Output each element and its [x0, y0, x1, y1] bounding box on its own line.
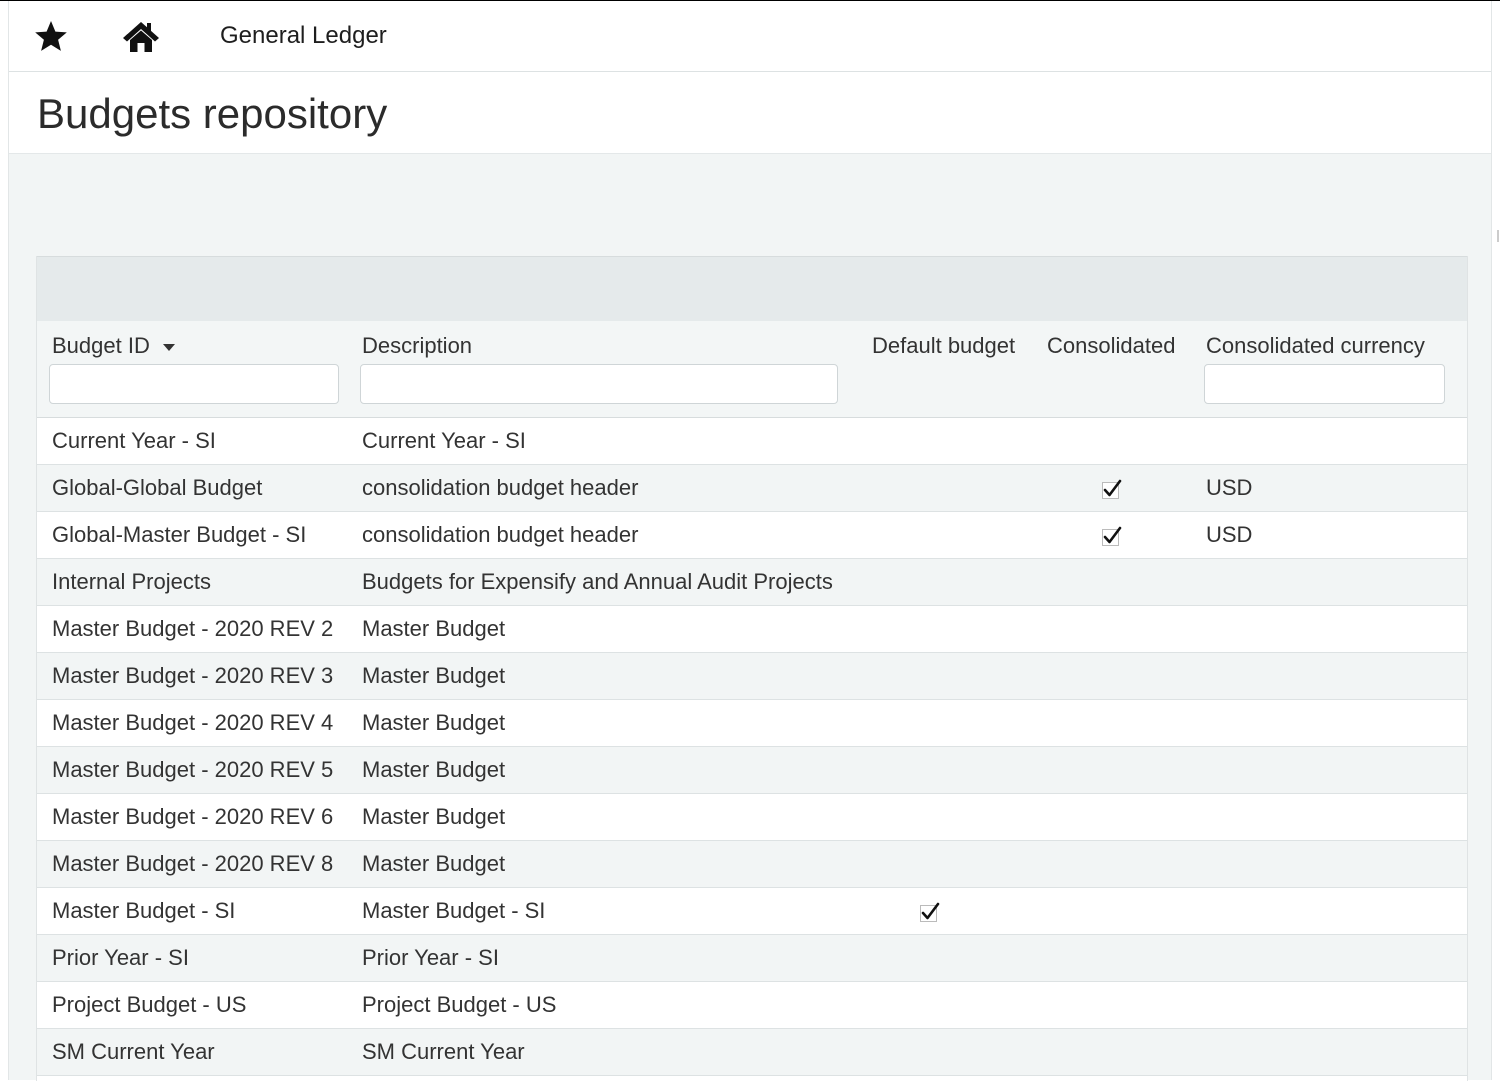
app-title[interactable]: General Ledger — [220, 22, 387, 49]
description-cell: Master Budget — [362, 710, 506, 735]
description-cell: Prior Year - SI — [362, 945, 499, 970]
table-row[interactable]: Master Budget - 2020 REV 5 Master Budget — [37, 747, 1467, 794]
table-row[interactable]: Master Budget - 2020 REV 6 Master Budget — [37, 794, 1467, 841]
consolidated-currency-cell: USD — [1206, 475, 1253, 500]
budget-id-cell: Global-Master Budget - SI — [52, 522, 307, 547]
budget-id-cell: Master Budget - 2020 REV 5 — [52, 757, 334, 782]
consolidated-currency-cell: USD — [1206, 522, 1253, 547]
description-cell: Master Budget — [362, 804, 506, 829]
budget-id-cell: Global-Global Budget — [52, 475, 263, 500]
description-cell: Current Year - SI — [362, 428, 526, 453]
description-cell: Master Budget — [362, 851, 506, 876]
budget-id-filter-input[interactable] — [49, 364, 339, 404]
grid-rows: Current Year - SI Current Year - SI Glob… — [37, 418, 1467, 1076]
table-row[interactable]: Project Budget - US Project Budget - US — [37, 982, 1467, 1029]
table-row[interactable]: Global-Master Budget - SI consolidation … — [37, 512, 1467, 559]
budget-id-cell: Current Year - SI — [52, 428, 216, 453]
favorite-button[interactable] — [31, 17, 71, 57]
column-header-description[interactable]: Description — [362, 333, 473, 358]
table-row[interactable]: Master Budget - 2020 REV 2 Master Budget — [37, 606, 1467, 653]
budget-id-cell: Internal Projects — [52, 569, 211, 594]
checkmark-icon — [1102, 526, 1122, 546]
table-row[interactable]: Global-Global Budget consolidation budge… — [37, 465, 1467, 512]
budget-id-cell: Master Budget - 2020 REV 6 — [52, 804, 334, 829]
column-header-consolidated[interactable]: Consolidated — [1047, 333, 1176, 358]
table-row[interactable]: Prior Year - SI Prior Year - SI — [37, 935, 1467, 982]
home-button[interactable] — [121, 17, 161, 57]
table-row[interactable]: Current Year - SI Current Year - SI — [37, 418, 1467, 465]
budgets-grid: Budget ID Description Default budget Con… — [36, 256, 1468, 1081]
description-cell: Budgets for Expensify and Annual Audit P… — [362, 569, 833, 594]
table-row[interactable]: Master Budget - SI Master Budget - SI — [37, 888, 1467, 935]
top-nav-bar: General Ledger — [9, 1, 1491, 72]
window-top-border — [0, 0, 1500, 1]
page-title-bar: Budgets repository — [9, 72, 1491, 154]
budget-id-cell: Master Budget - SI — [52, 898, 236, 923]
description-cell: SM Current Year — [362, 1039, 525, 1064]
column-header-consolidated-currency[interactable]: Consolidated currency — [1206, 333, 1425, 358]
page-title: Budgets repository — [37, 90, 388, 137]
table-row[interactable]: Master Budget - 2020 REV 4 Master Budget — [37, 700, 1467, 747]
description-filter-input[interactable] — [360, 364, 838, 404]
budget-id-cell: Master Budget - 2020 REV 4 — [52, 710, 334, 735]
app-frame: General Ledger Budgets repository Budget… — [8, 1, 1492, 1081]
description-cell: Master Budget — [362, 663, 506, 688]
description-cell: consolidation budget header — [362, 522, 639, 547]
description-cell: Master Budget - SI — [362, 898, 546, 923]
sort-down-icon — [162, 344, 175, 352]
description-cell: Project Budget - US — [362, 992, 557, 1017]
grid-header: Budget ID Description Default budget Con… — [37, 321, 1467, 418]
consolidated-currency-filter-input[interactable] — [1204, 364, 1445, 404]
home-icon — [123, 22, 159, 52]
description-cell: consolidation budget header — [362, 475, 639, 500]
budget-id-cell: Master Budget - 2020 REV 8 — [52, 851, 334, 876]
budget-id-cell: Project Budget - US — [52, 992, 247, 1017]
scrollbar-edge[interactable] — [1497, 230, 1499, 242]
table-row[interactable]: Master Budget - 2020 REV 3 Master Budget — [37, 653, 1467, 700]
star-icon — [35, 21, 67, 51]
description-cell: Master Budget — [362, 757, 506, 782]
budget-id-cell: Master Budget - 2020 REV 3 — [52, 663, 334, 688]
budget-id-cell: SM Current Year — [52, 1039, 215, 1064]
column-header-budget-id[interactable]: Budget ID — [52, 333, 176, 359]
column-label-budget-id: Budget ID — [52, 333, 150, 358]
checkmark-icon — [1102, 479, 1122, 499]
table-row[interactable]: SM Current Year SM Current Year — [37, 1029, 1467, 1076]
column-header-default-budget[interactable]: Default budget — [872, 333, 1016, 358]
grid-toolbar — [37, 256, 1467, 321]
description-cell: Master Budget — [362, 616, 506, 641]
budget-id-cell: Prior Year - SI — [52, 945, 189, 970]
budget-id-cell: Master Budget - 2020 REV 2 — [52, 616, 334, 641]
checkmark-icon — [920, 902, 940, 922]
table-row[interactable]: Master Budget - 2020 REV 8 Master Budget — [37, 841, 1467, 888]
table-row[interactable]: Internal Projects Budgets for Expensify … — [37, 559, 1467, 606]
